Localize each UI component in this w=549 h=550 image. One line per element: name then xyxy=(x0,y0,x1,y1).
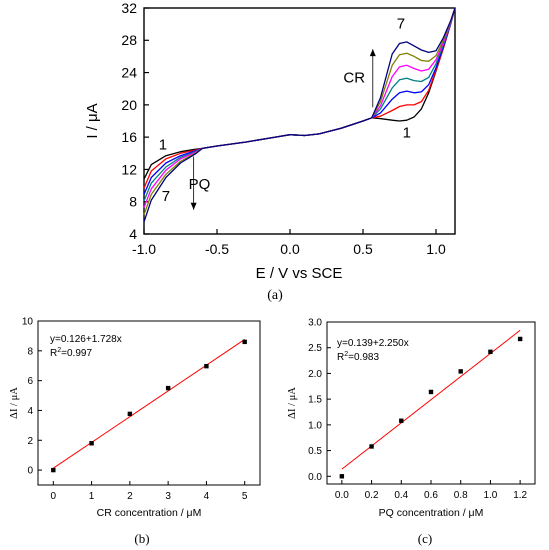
arrow-cr-head xyxy=(369,49,376,57)
plot-c-ylabel: ΔI / μA xyxy=(287,387,298,419)
data-point xyxy=(242,339,247,345)
plot-c-xtick-label: 1.2 xyxy=(513,490,527,501)
plot-b-ytick-label: 0 xyxy=(27,466,33,477)
plot-b-ticks: 0 1 2 3 4 5 0 2 4 6 8 10 xyxy=(22,317,248,503)
plot-a-annotations: 1 7 PQ CR 7 1 xyxy=(159,15,411,205)
annotation-7: 7 xyxy=(162,188,170,205)
plot-a-xtick-label: -1.0 xyxy=(132,241,156,257)
plot-c-xtick-label: 0.0 xyxy=(335,490,349,501)
plot-b-xtick-label: 4 xyxy=(204,491,210,502)
data-point xyxy=(369,444,374,449)
plot-c-ytick-label: 0.0 xyxy=(308,472,322,483)
data-point xyxy=(165,385,171,391)
plot-b-r2-exp: 2 xyxy=(57,347,61,354)
plot-b-frame xyxy=(37,320,261,486)
plot-a-ylabel: I / μA xyxy=(84,103,101,138)
panel-label-a: (a) xyxy=(267,288,283,303)
plot-c-ytick-label: 2.5 xyxy=(308,343,322,354)
plot-a-xtick-label: 0.0 xyxy=(280,241,300,257)
plot-a-ytick-label: 32 xyxy=(121,0,137,16)
plot-b-ylabel: ΔI / μA xyxy=(9,387,20,419)
panel-label-b: (b) xyxy=(134,531,149,546)
plot-b-xtick-label: 5 xyxy=(242,491,248,502)
plot-c-ytick-label: 2.0 xyxy=(308,369,322,380)
annotation-1: 1 xyxy=(159,136,167,153)
plot-b-xlabel: CR concentration / μM xyxy=(97,507,202,519)
data-point xyxy=(127,411,133,417)
plot-a-arrows xyxy=(190,49,376,210)
plot-a-ytick-label: 16 xyxy=(121,129,137,145)
data-point xyxy=(339,474,345,479)
plot-a-ticks: -1.0 -0.5 0.0 0.5 1.0 4 8 12 16 20 24 28 32 xyxy=(121,0,446,257)
plot-b-equation: y=0.126+1.728x xyxy=(50,334,122,345)
plot-c-xlabel: PQ concentration / μM xyxy=(379,507,484,519)
data-point xyxy=(458,369,463,374)
plot-c-xtick-label: 1.0 xyxy=(483,490,497,501)
data-point xyxy=(89,441,94,446)
plot-b-points xyxy=(51,339,247,473)
plot-b-xtick-label: 0 xyxy=(51,491,57,502)
plot-a-ytick-label: 28 xyxy=(121,32,137,48)
plot-c-xtick-label: 0.6 xyxy=(424,490,438,501)
plot-c-xtick-label: 0.2 xyxy=(365,490,379,501)
annotation-pq: PQ xyxy=(189,176,211,193)
cv-curve-2 xyxy=(143,7,456,189)
annotation-cr: CR xyxy=(343,69,365,86)
plot-a-ytick-label: 24 xyxy=(121,64,137,80)
data-point xyxy=(51,467,56,473)
plot-c-xtick-label: 0.8 xyxy=(454,490,468,501)
cv-curve-7 xyxy=(143,7,456,223)
data-point xyxy=(428,389,434,395)
plot-a-xlabel: E / V vs SCE xyxy=(256,265,343,282)
data-point xyxy=(399,418,404,423)
arrow-pq-head xyxy=(190,202,197,210)
plot-b-xtick-label: 2 xyxy=(127,491,133,502)
data-point xyxy=(517,336,523,342)
plot-a-xtick-label: 1.0 xyxy=(426,241,446,257)
plot-c-ytick-label: 1.5 xyxy=(308,395,322,406)
plot-b-xtick-label: 1 xyxy=(89,491,95,502)
annotation-7: 7 xyxy=(397,15,405,32)
fit-line xyxy=(53,338,245,469)
plot-b-ytick-label: 10 xyxy=(22,317,34,328)
cv-curve-3 xyxy=(143,7,456,195)
plot-c-xtick-label: 0.4 xyxy=(394,490,408,501)
panel-c: 0.0 0.2 0.4 0.6 0.8 1.0 1.2 0.0 0.5 1.0 1.5 2.0 2.5 3… xyxy=(287,318,536,546)
panel-label-c: (c) xyxy=(418,531,432,546)
plot-b-ytick-label: 6 xyxy=(27,376,33,387)
plot-a-xtick-label: -0.5 xyxy=(205,241,229,257)
plot-b-ytick-label: 4 xyxy=(27,406,33,417)
plot-b-fit-line xyxy=(53,338,245,469)
plot-a-ytick-label: 12 xyxy=(121,161,137,177)
plot-c-points xyxy=(339,336,523,479)
data-point xyxy=(204,363,209,369)
plot-a-ytick-label: 8 xyxy=(129,194,137,210)
plot-c-ytick-label: 1.0 xyxy=(308,420,322,431)
plot-c-ytick-label: 3.0 xyxy=(308,318,322,329)
plot-b-r2-value: =0.997 xyxy=(61,348,92,359)
annotation-1: 1 xyxy=(403,124,411,141)
plot-b-ytick-label: 8 xyxy=(27,346,33,357)
plot-c-r2-r: R xyxy=(337,352,344,363)
plot-c-r2-value: =0.983 xyxy=(348,352,379,363)
plot-a-ytick-label: 20 xyxy=(121,97,137,113)
plot-a-xtick-label: 0.5 xyxy=(353,241,373,257)
plot-b-ytick-label: 2 xyxy=(27,436,33,447)
plot-c-r2-exp: 2 xyxy=(344,351,348,358)
plot-b-r2-r: R xyxy=(50,348,57,359)
data-point xyxy=(488,349,493,355)
plot-c-ticks: 0.0 0.2 0.4 0.6 0.8 1.0 1.2 0.0 0.5 1.0 1.5 2.0 2.5 3… xyxy=(308,318,527,502)
plot-a-frame xyxy=(143,7,456,235)
plot-c-r2: R2=0.983 xyxy=(337,351,379,363)
plot-c-equation: y=0.139+2.250x xyxy=(337,338,409,349)
plot-a-curves xyxy=(143,7,456,223)
plot-b-xtick-label: 3 xyxy=(165,491,171,502)
plot-b-r2: R2=0.997 xyxy=(50,347,92,359)
plot-a-ytick-label: 4 xyxy=(129,226,137,242)
plot-c-ytick-label: 0.5 xyxy=(308,446,322,457)
